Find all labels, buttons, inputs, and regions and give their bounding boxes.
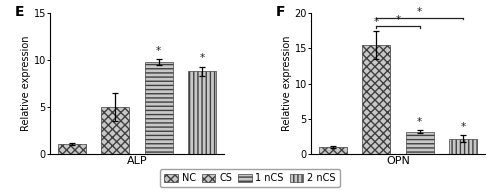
Bar (319, 147, 347, 154)
Bar (188, 71, 216, 154)
X-axis label: ALP: ALP (126, 156, 148, 166)
Text: F: F (276, 5, 285, 19)
Text: *: * (374, 17, 379, 27)
Bar (101, 107, 130, 154)
Bar (406, 132, 434, 154)
Bar (144, 62, 173, 154)
Text: *: * (156, 46, 161, 56)
Legend: NC, CS, 1 nCS, 2 nCS: NC, CS, 1 nCS, 2 nCS (160, 169, 340, 187)
Text: *: * (396, 15, 400, 25)
Bar (449, 139, 477, 154)
Text: *: * (417, 7, 422, 17)
Bar (58, 144, 86, 154)
Bar (362, 45, 390, 154)
Text: *: * (460, 122, 466, 132)
Y-axis label: Relative expression: Relative expression (20, 36, 30, 131)
Text: E: E (15, 5, 24, 19)
X-axis label: OPN: OPN (386, 156, 410, 166)
Y-axis label: Relative expression: Relative expression (282, 36, 292, 131)
Text: *: * (200, 53, 204, 63)
Text: *: * (417, 117, 422, 127)
